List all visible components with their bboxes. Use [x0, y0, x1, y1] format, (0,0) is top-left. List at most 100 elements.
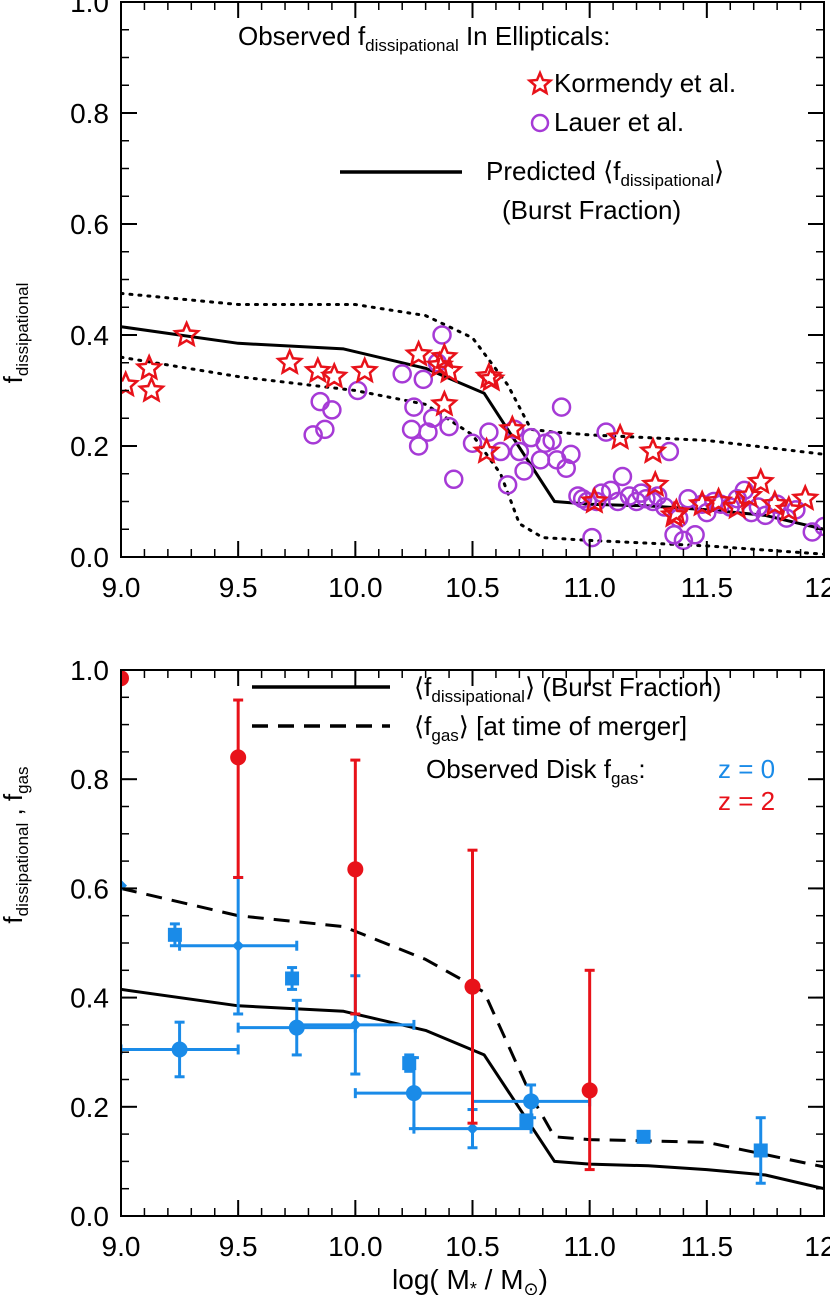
x-tick-label: 10.5: [445, 572, 500, 603]
kormendy-point: [661, 497, 691, 525]
top-panel-ylabel: fdissipational: [0, 283, 32, 384]
legend-gas-label: ⟨fgas⟩ [at time of merger]: [414, 711, 687, 745]
lauer-point: [685, 525, 705, 545]
lauer-point: [497, 475, 518, 495]
legend-z0-label: z = 0: [718, 754, 775, 784]
legend-observed-label: Observed Disk fgas:: [426, 754, 646, 788]
y-tick-label: 0.0: [70, 1201, 109, 1232]
kormendy-point: [746, 466, 776, 495]
z0-diamond-point: [466, 1122, 479, 1135]
kormendy-point: [640, 469, 670, 498]
y-tick-label: 0.8: [70, 764, 109, 795]
kormendy-point: [134, 353, 164, 381]
z2-point: [581, 1082, 598, 1099]
kormendy-point: [137, 375, 166, 403]
x-tick-label: 9.5: [219, 1231, 258, 1262]
z2-point: [121, 670, 129, 687]
lauer-point: [755, 505, 776, 526]
legend-lauer-label: Lauer et al.: [554, 107, 684, 137]
x-tick-label: 9.0: [102, 572, 141, 603]
lauer-point: [444, 469, 464, 490]
lauer-point: [514, 461, 534, 481]
burst-fraction-line: [121, 325, 824, 531]
star-marker-icon: [526, 69, 554, 96]
kormendy-point: [760, 489, 790, 517]
z0-square-point: [285, 971, 300, 986]
lauer-point: [596, 422, 616, 442]
kormendy-point: [429, 342, 459, 370]
z0-square-point: [167, 927, 182, 942]
legend-gas: ⟨fgas⟩ [at time of merger]: [252, 711, 687, 745]
z0-square-point: [636, 1129, 651, 1144]
z0-circle-point: [523, 1093, 540, 1110]
lauer-point: [392, 364, 412, 384]
lauer-point: [814, 516, 824, 537]
legend-kormendy-label: Kormendy et al.: [554, 68, 736, 98]
kormendy-point: [350, 355, 380, 384]
y-tick-label: 0.4: [70, 983, 109, 1014]
lauer-point: [608, 491, 628, 512]
y-tick-label: 1.0: [70, 0, 109, 18]
y-tick-label: 0.2: [70, 1092, 109, 1123]
kormendy-point: [476, 364, 506, 392]
legend-observed: Observed Disk fgas: z = 0 z = 2: [426, 754, 775, 816]
kormendy-point: [172, 319, 202, 348]
bottom-panel-ylabel: fdissipational , fgas: [0, 766, 32, 923]
lauer-point: [315, 419, 335, 440]
lauer-point: [542, 430, 562, 451]
burst-fraction-line: [121, 987, 824, 1191]
z2-point: [230, 749, 247, 766]
y-tick-label: 0.8: [70, 98, 109, 129]
kormendy-point: [790, 483, 820, 511]
lauer-point: [582, 527, 602, 548]
y-tick-label: 1.0: [70, 655, 109, 686]
z0-diamond-point: [232, 939, 245, 952]
lauer-point: [413, 369, 434, 390]
kormendy-point: [319, 361, 349, 389]
lauer-point: [659, 441, 680, 462]
kormendy-point: [404, 339, 434, 367]
kormendy-point: [497, 414, 527, 442]
circle-marker-icon: [530, 113, 550, 133]
lauer-point: [530, 450, 551, 470]
x-tick-label: 12: [804, 1231, 830, 1262]
x-tick-label: 11.0: [563, 572, 615, 603]
kormendy-point: [734, 480, 764, 509]
kormendy-point: [434, 355, 464, 384]
legend-burst-label: ⟨fdissipational⟩ (Burst Fraction): [414, 672, 721, 706]
legend-kormendy: Kormendy et al.: [526, 68, 736, 98]
lauer-point: [408, 436, 429, 456]
y-tick-label: 0.4: [70, 320, 109, 351]
z0-circle-point: [405, 1085, 422, 1102]
y-tick-label: 0.0: [70, 542, 109, 573]
kormendy-point: [303, 355, 333, 384]
kormendy-point: [704, 486, 733, 514]
lauer-point: [432, 325, 452, 345]
kormendy-point: [638, 436, 668, 464]
z0-diamond-point: [349, 1018, 362, 1031]
x-tick-label: 11.5: [681, 572, 733, 603]
lauer-point: [612, 466, 633, 487]
x-tick-label: 10.5: [445, 1231, 500, 1262]
z2-point: [464, 978, 481, 995]
lauer-point: [802, 522, 823, 542]
kormendy-point: [605, 422, 635, 450]
legend-predicted-line2: (Burst Fraction): [502, 195, 681, 225]
z0-square-point: [402, 1056, 417, 1071]
top-panel-header: Observed fdissipational In Ellipticals:: [238, 21, 610, 55]
y-tick-label: 0.6: [70, 209, 109, 240]
kormendy-point: [121, 369, 141, 398]
x-tick-label: 11.0: [563, 1231, 615, 1262]
legend-lauer: Lauer et al.: [530, 107, 684, 137]
top-panel: 9.0 9.5 10.0 10.5 11.0 11.5 12 0.0 0.2 0.4 0.6 0.8 1…: [0, 0, 830, 603]
bottom-panel: 9.0 9.5 10.0 10.5 11.0 11.5 12 0.0 0.2 0.4 0.6 0.8 1…: [0, 655, 830, 1295]
z0-circle-point: [171, 1041, 188, 1058]
y-tick-label: 0.6: [70, 873, 109, 904]
lauer-point: [303, 425, 323, 445]
kormendy-point: [429, 389, 459, 417]
z2-point: [347, 861, 364, 878]
bottom-panel-axes: 9.0 9.5 10.0 10.5 11.0 11.5 12 0.0 0.2 0.4 0.6 0.8 1…: [70, 655, 830, 1262]
lauer-point: [310, 391, 330, 412]
bottom-panel-xlabel: log( M* / M⊙): [392, 1264, 548, 1295]
